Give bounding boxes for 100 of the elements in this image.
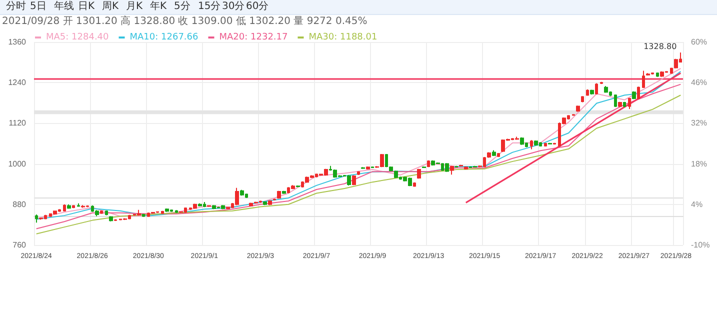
candlestick (595, 82, 598, 95)
candlestick (361, 166, 365, 170)
candlestick (165, 208, 169, 212)
candlestick (548, 142, 552, 145)
y-tick-label: 760 (12, 240, 27, 250)
y2-tick-label: 18% (691, 159, 708, 168)
text: 2021/09/28 开 1301.20 高 1328.80 收 1309.00 低 1302.20 量 9272 0.45% (2, 16, 368, 27)
y-tick-label: 880 (12, 200, 27, 209)
legend-label: MA30: 1188.01 (308, 32, 378, 42)
candlestick (417, 168, 421, 180)
candlestick (628, 97, 631, 110)
candlestick (646, 72, 650, 76)
candlestick (161, 210, 164, 214)
candlestick (515, 136, 519, 140)
y-tick-label: 1360 (8, 38, 27, 46)
candlestick (81, 204, 85, 208)
candlestick (586, 88, 589, 96)
candlestick (455, 165, 458, 168)
candlestick (212, 204, 216, 210)
candlestick (198, 202, 202, 207)
candlestick (590, 89, 594, 95)
candlestick (151, 212, 155, 214)
candlestick (450, 165, 454, 176)
candlestick (100, 210, 103, 214)
y2-tick-label: 60% (691, 38, 708, 46)
candlestick (254, 201, 258, 204)
candlestick (226, 206, 230, 210)
candlestick (572, 114, 575, 116)
candlestick (413, 182, 416, 188)
text: 月K (126, 1, 143, 13)
candlestick (291, 184, 295, 190)
candlestick (459, 164, 463, 168)
candlestick (520, 136, 524, 146)
text: 5分 (174, 1, 190, 13)
candlestick (109, 216, 113, 222)
candlestick (35, 214, 38, 224)
candlestick (142, 213, 145, 218)
candlestick (105, 210, 108, 216)
candlestick (259, 200, 262, 204)
annotation: 1328.80 (644, 42, 677, 51)
candlestick (544, 142, 547, 148)
candlestick (357, 170, 360, 176)
candlestick (67, 204, 71, 210)
candlestick (581, 96, 584, 103)
candlestick (637, 86, 640, 100)
candlestick (207, 204, 211, 208)
legend-label: MA10: 1267.66 (130, 32, 199, 42)
candlestick (618, 101, 622, 108)
text: 日K (78, 1, 95, 13)
candlestick (63, 204, 66, 212)
text: 年K (150, 1, 167, 13)
candlestick (670, 67, 673, 74)
candlestick (600, 81, 603, 84)
candlestick (530, 140, 533, 150)
y2-tick-label: 4% (691, 200, 703, 209)
candlestick (273, 198, 276, 201)
candlestick (445, 162, 449, 172)
y2-tick-label: 32% (691, 118, 708, 128)
candlestick (352, 174, 356, 186)
candlestick (614, 94, 617, 108)
candlestick (632, 90, 636, 100)
y2-tick-label: -10% (691, 240, 710, 250)
candlestick (240, 189, 244, 196)
legend-label: MA20: 1232.17 (219, 32, 288, 42)
y-tick-label: 1000 (8, 159, 27, 168)
y2-tick-label: 46% (691, 78, 708, 88)
text: 30分 (222, 1, 245, 13)
text: 分时 (6, 1, 26, 13)
candlestick (53, 210, 57, 216)
candlestick (656, 72, 659, 78)
candlestick (235, 187, 239, 206)
candlestick (39, 217, 43, 220)
candlestick (366, 166, 370, 170)
candlestick (623, 101, 626, 108)
candlestick (123, 218, 127, 220)
candlestick (492, 150, 496, 157)
candlestick (497, 152, 500, 158)
candlestick (642, 70, 645, 89)
text: 15分 (198, 1, 221, 13)
candlestick (77, 202, 80, 208)
candlestick (268, 200, 272, 206)
candlestick (347, 174, 351, 186)
candlestick (473, 165, 477, 168)
candlestick (427, 160, 430, 168)
candlestick (296, 184, 300, 188)
y-tick-label: 1240 (8, 78, 27, 88)
candlestick (263, 200, 267, 206)
candlestick (604, 85, 608, 94)
candlestick (72, 204, 75, 209)
candlestick (175, 210, 178, 214)
text: 5日 (30, 1, 46, 13)
text: 年线 (54, 1, 74, 13)
text: 周K (102, 1, 119, 13)
text: 60分 (246, 1, 269, 13)
legend-label: MA5: 1284.40 (46, 32, 110, 42)
y-tick-label: 1120 (8, 118, 27, 128)
candlestick (221, 204, 225, 210)
candlestick (137, 209, 141, 216)
candlestick (464, 166, 468, 170)
candlestick (95, 210, 99, 217)
